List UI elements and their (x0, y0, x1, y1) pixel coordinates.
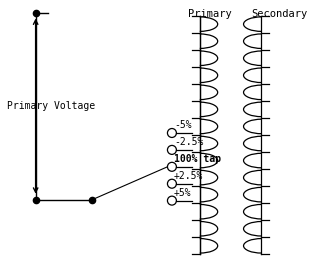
Text: -5%: -5% (174, 120, 191, 130)
Text: -2.5%: -2.5% (174, 137, 203, 147)
Text: Primary: Primary (188, 9, 232, 19)
Text: +2.5%: +2.5% (174, 171, 203, 181)
Text: 100% tap: 100% tap (174, 154, 221, 164)
Text: Secondary: Secondary (251, 9, 307, 19)
Text: Primary Voltage: Primary Voltage (7, 101, 95, 111)
Text: +5%: +5% (174, 188, 191, 198)
